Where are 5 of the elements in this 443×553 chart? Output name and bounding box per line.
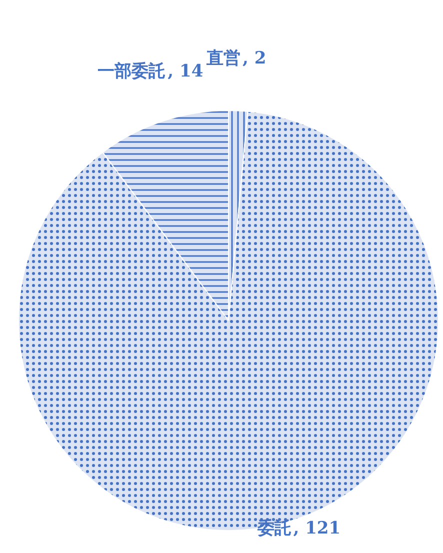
data-label: , 121	[293, 518, 341, 538]
data-label: , 2	[242, 48, 266, 68]
slice-label: 一部委託	[98, 61, 166, 82]
data-label: , 14	[168, 61, 204, 82]
slice-label: 直営	[206, 48, 241, 68]
